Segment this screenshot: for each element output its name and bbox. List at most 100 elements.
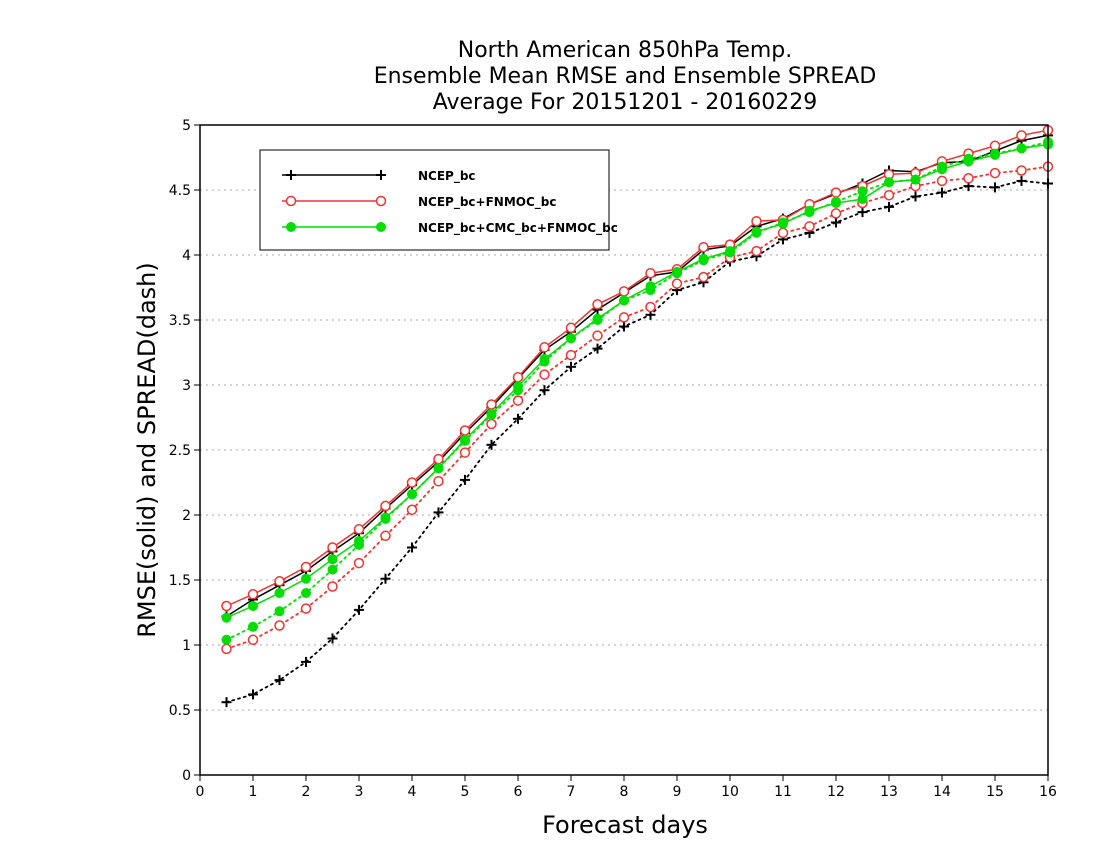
- ncep-bc-cmc-bc-fnmoc-bc-rmse-point: [592, 313, 603, 324]
- legend-label-ncep-bc: NCEP_bc: [418, 169, 476, 184]
- ncep-bc-cmc-bc-fnmoc-bc-rmse-point: [354, 536, 364, 546]
- legend-box: [259, 149, 610, 251]
- ncep-bc-fnmoc-bc-spread-point: [618, 312, 630, 323]
- ncep-bc-fnmoc-bc-spread-point: [804, 221, 815, 232]
- ncep-bc-cmc-bc-fnmoc-bc-rmse-point: [301, 573, 311, 584]
- ncep-bc-cmc-bc-fnmoc-bc-rmse-point: [804, 205, 815, 216]
- legend-marker-right: [376, 222, 386, 232]
- x-tick-label: 12: [827, 784, 845, 800]
- ncep-bc-fnmoc-bc-rmse-point: [1016, 130, 1027, 141]
- ncep-bc-fnmoc-bc-spread-point: [592, 330, 603, 341]
- x-tick-label: 2: [302, 784, 311, 800]
- ncep-bc-spread-point: [910, 191, 921, 202]
- ncep-bc-cmc-bc-fnmoc-bc-rmse-point: [990, 149, 1000, 160]
- ncep-bc-cmc-bc-fnmoc-bc-spread-point: [327, 564, 338, 575]
- y-tick-label: 4.5: [169, 183, 191, 199]
- x-axis-label: Forecast days: [542, 811, 708, 839]
- x-tick-label: 3: [355, 784, 364, 800]
- legend-label-ncep-bc-cmc-bc-fnmoc-bc: NCEP_bc+CMC_bc+FNMOC_bc: [418, 221, 618, 236]
- ncep-bc-spread-point: [433, 507, 444, 518]
- ncep-bc-fnmoc-bc-rmse-point: [327, 542, 338, 553]
- ncep-bc-fnmoc-bc-spread-point: [512, 395, 524, 406]
- legend-label-ncep-bc-fnmoc-bc: NCEP_bc+FNMOC_bc: [418, 195, 557, 210]
- y-axis-label: RMSE(solid) and SPREAD(dash): [133, 262, 161, 638]
- ncep-bc-fnmoc-bc-spread-point: [830, 208, 842, 219]
- ncep-bc-cmc-bc-fnmoc-bc-rmse-point: [274, 588, 285, 598]
- ncep-bc-spread-point: [380, 573, 391, 584]
- ncep-bc-cmc-bc-fnmoc-bc-rmse-point: [937, 164, 947, 175]
- ncep-bc-cmc-bc-fnmoc-bc-rmse-point: [751, 226, 762, 237]
- ncep-bc-spread-point: [619, 321, 629, 332]
- ncep-bc-fnmoc-bc-rmse-point: [830, 187, 842, 198]
- ncep-bc-cmc-bc-fnmoc-bc-rmse-point: [539, 354, 550, 364]
- ncep-bc-spread-point: [460, 474, 470, 485]
- ncep-bc-cmc-bc-fnmoc-bc-rmse-point: [1016, 143, 1027, 154]
- ncep-bc-spread-point: [1016, 175, 1027, 186]
- ncep-bc-spread-point: [566, 361, 576, 372]
- ncep-bc-fnmoc-bc-rmse-point: [751, 215, 762, 227]
- ncep-bc-fnmoc-bc-spread-point: [486, 418, 497, 430]
- ncep-bc-fnmoc-bc-spread-point: [274, 620, 285, 631]
- chart-title-line-1: North American 850hPa Temp.: [457, 38, 793, 63]
- ncep-bc-spread-point: [407, 542, 417, 553]
- ncep-bc-fnmoc-bc-spread-point: [380, 530, 391, 542]
- ncep-bc-cmc-bc-fnmoc-bc-rmse-point: [857, 194, 868, 205]
- ncep-bc-cmc-bc-fnmoc-bc-rmse-point: [698, 253, 709, 264]
- legend-marker-left: [286, 170, 296, 180]
- x-tick-label: 13: [880, 784, 898, 800]
- legend: NCEP_bc NCEP_bc+FNMOC_bc NCEP_bc+CMC_bc+FN…: [259, 149, 618, 251]
- ncep-bc-spread-point: [884, 201, 894, 212]
- ncep-bc-cmc-bc-fnmoc-bc-rmse-point: [513, 381, 523, 392]
- ncep-bc-fnmoc-bc-spread-point: [406, 504, 418, 516]
- x-tick-label: 14: [933, 784, 951, 800]
- ncep-bc-fnmoc-bc-rmse-point: [433, 453, 444, 465]
- ncep-bc-cmc-bc-fnmoc-bc-spread-point: [301, 588, 311, 598]
- y-tick-label: 5: [182, 118, 191, 134]
- ncep-bc-fnmoc-bc-rmse-point: [353, 524, 365, 535]
- ncep-bc-fnmoc-bc-rmse-point: [512, 371, 524, 383]
- ncep-bc-fnmoc-bc-rmse-point: [565, 322, 577, 334]
- ncep-bc-cmc-bc-fnmoc-bc-rmse-point: [725, 246, 735, 257]
- x-tick-label: 15: [986, 784, 1004, 800]
- ncep-bc-fnmoc-bc-rmse-point: [300, 561, 312, 573]
- grid-lines: [200, 189, 1048, 711]
- ncep-bc-cmc-bc-fnmoc-bc-rmse-point: [619, 295, 629, 306]
- legend-marker-left: [285, 195, 297, 207]
- ncep-bc-cmc-bc-fnmoc-bc-rmse-point: [486, 408, 497, 419]
- ncep-bc-spread-point: [831, 217, 841, 228]
- ncep-bc-fnmoc-bc-spread-point: [777, 227, 789, 239]
- x-tick-label: 1: [249, 784, 258, 800]
- ncep-bc-cmc-bc-fnmoc-bc-rmse-point: [910, 174, 921, 185]
- axes: 00.511.522.533.544.550 1 2 3 4 5 6 7 8 9 10 11 12 13 1…: [169, 118, 1057, 800]
- ncep-bc-cmc-bc-fnmoc-bc-rmse-point: [248, 601, 258, 611]
- ncep-bc-cmc-bc-fnmoc-bc-spread-point: [221, 634, 232, 645]
- ncep-bc-spread-point: [327, 633, 338, 644]
- ncep-bc-cmc-bc-fnmoc-bc-rmse-point: [433, 463, 444, 474]
- y-tick-label: 0.5: [169, 703, 191, 719]
- ncep-bc-spread-point: [486, 439, 497, 450]
- ncep-bc-spread-point: [301, 656, 311, 667]
- x-tick-label: 10: [721, 784, 739, 800]
- ncep-bc-cmc-bc-fnmoc-bc-rmse-point: [407, 489, 417, 500]
- ncep-bc-spread-point: [539, 385, 550, 396]
- ncep-bc-cmc-bc-fnmoc-bc-rmse-point: [645, 281, 656, 292]
- ncep-bc-cmc-bc-fnmoc-bc-rmse-point: [831, 198, 841, 208]
- ncep-bc-cmc-bc-fnmoc-bc-rmse-point: [778, 218, 788, 229]
- ncep-bc-cmc-bc-fnmoc-bc-spread-point: [248, 621, 258, 632]
- ncep-bc-fnmoc-bc-rmse-point: [592, 299, 603, 310]
- ncep-bc-fnmoc-bc-spread-point: [645, 301, 656, 313]
- ncep-bc-fnmoc-bc-spread-point: [883, 189, 895, 201]
- ncep-bc-fnmoc-bc-spread-point: [459, 447, 471, 458]
- legend-marker-left: [286, 222, 296, 232]
- ncep-bc-spread-point: [274, 675, 285, 686]
- ncep-bc-fnmoc-bc-spread-point: [936, 175, 948, 187]
- ncep-bc-spread-point: [248, 689, 258, 700]
- y-tick-label: 2.5: [169, 443, 191, 459]
- ncep-bc-fnmoc-bc-rmse-point: [459, 425, 471, 436]
- ncep-bc-fnmoc-bc-spread-point: [989, 167, 1001, 179]
- ncep-bc-cmc-bc-fnmoc-bc-rmse-point: [566, 333, 576, 344]
- ncep-bc-cmc-bc-fnmoc-bc-rmse-point: [460, 434, 470, 445]
- y-tick-label: 0: [182, 768, 191, 784]
- x-tick-label: 5: [461, 784, 470, 800]
